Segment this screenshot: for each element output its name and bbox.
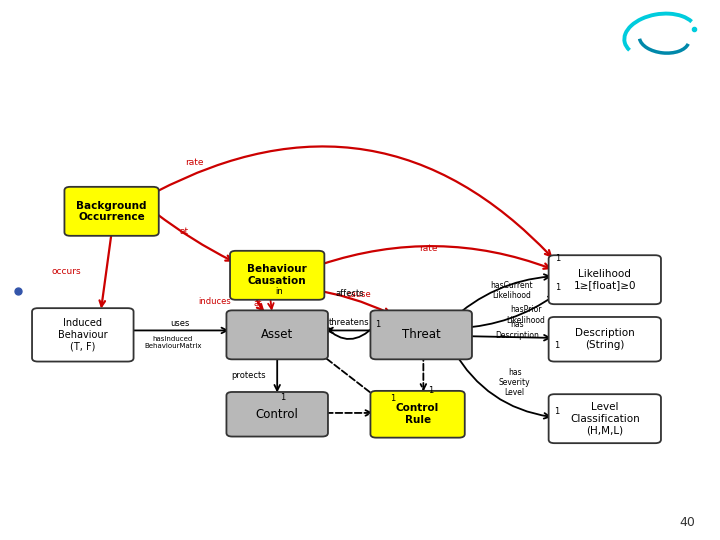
Text: threatens: threatens: [329, 318, 369, 327]
Text: 40: 40: [679, 516, 695, 529]
Text: a MissAccountedClientResourceAccess  threat: a MissAccountedClientResourceAccess thre…: [11, 62, 499, 80]
Text: has
Description: has Description: [495, 320, 539, 340]
FancyBboxPatch shape: [370, 310, 472, 359]
Text: 1: 1: [428, 387, 433, 395]
Text: Likelihood
1≥[float]≥0: Likelihood 1≥[float]≥0: [574, 269, 636, 291]
Text: Description
(String): Description (String): [575, 328, 634, 350]
Text: cause: cause: [346, 290, 371, 299]
FancyBboxPatch shape: [549, 317, 661, 362]
FancyBboxPatch shape: [226, 392, 328, 436]
Text: occurs: occurs: [51, 267, 81, 276]
Text: rate: rate: [419, 244, 438, 253]
Text: protects: protects: [231, 371, 266, 380]
Text: Control
Rule: Control Rule: [396, 403, 439, 425]
Text: Threat: Threat: [402, 328, 441, 341]
FancyBboxPatch shape: [230, 251, 324, 300]
Text: 1: 1: [554, 407, 559, 416]
Text: affects: affects: [336, 289, 364, 298]
Text: has
Severity
Level: has Severity Level: [499, 368, 531, 397]
FancyBboxPatch shape: [226, 310, 328, 359]
Text: hasCurrent
Likelihood: hasCurrent Likelihood: [490, 281, 533, 300]
Text: at: at: [179, 227, 188, 235]
Text: Threat Vulnerability Classification - Controlling: Threat Vulnerability Classification - Co…: [11, 19, 509, 38]
Text: Level
Classification
(H,M,L): Level Classification (H,M,L): [570, 402, 639, 435]
Text: Induced
Behaviour
(T, F): Induced Behaviour (T, F): [58, 318, 107, 352]
Text: Behaviour
Causation: Behaviour Causation: [248, 265, 307, 286]
Text: 1: 1: [555, 283, 561, 292]
Text: 1: 1: [554, 341, 559, 350]
Text: 1: 1: [374, 320, 380, 329]
Text: 1: 1: [279, 394, 285, 402]
Text: 1: 1: [390, 394, 396, 403]
Text: induces: induces: [198, 297, 231, 306]
Text: in: in: [276, 287, 283, 296]
Text: at: at: [253, 300, 262, 308]
FancyBboxPatch shape: [370, 391, 465, 437]
FancyBboxPatch shape: [32, 308, 134, 362]
FancyBboxPatch shape: [549, 394, 661, 443]
Text: Control: Control: [256, 408, 299, 421]
Text: hasInduced
BehaviourMatrix: hasInduced BehaviourMatrix: [144, 336, 202, 349]
Text: serscis: serscis: [635, 71, 686, 84]
Text: rate: rate: [185, 158, 204, 167]
Text: uses: uses: [171, 319, 189, 328]
Text: 1: 1: [554, 254, 560, 263]
Text: Asset: Asset: [261, 328, 293, 341]
Text: Background
Occurrence: Background Occurrence: [76, 200, 147, 222]
FancyBboxPatch shape: [549, 255, 661, 304]
FancyBboxPatch shape: [65, 187, 158, 236]
Text: hasPrior
Likelihood: hasPrior Likelihood: [506, 305, 545, 325]
